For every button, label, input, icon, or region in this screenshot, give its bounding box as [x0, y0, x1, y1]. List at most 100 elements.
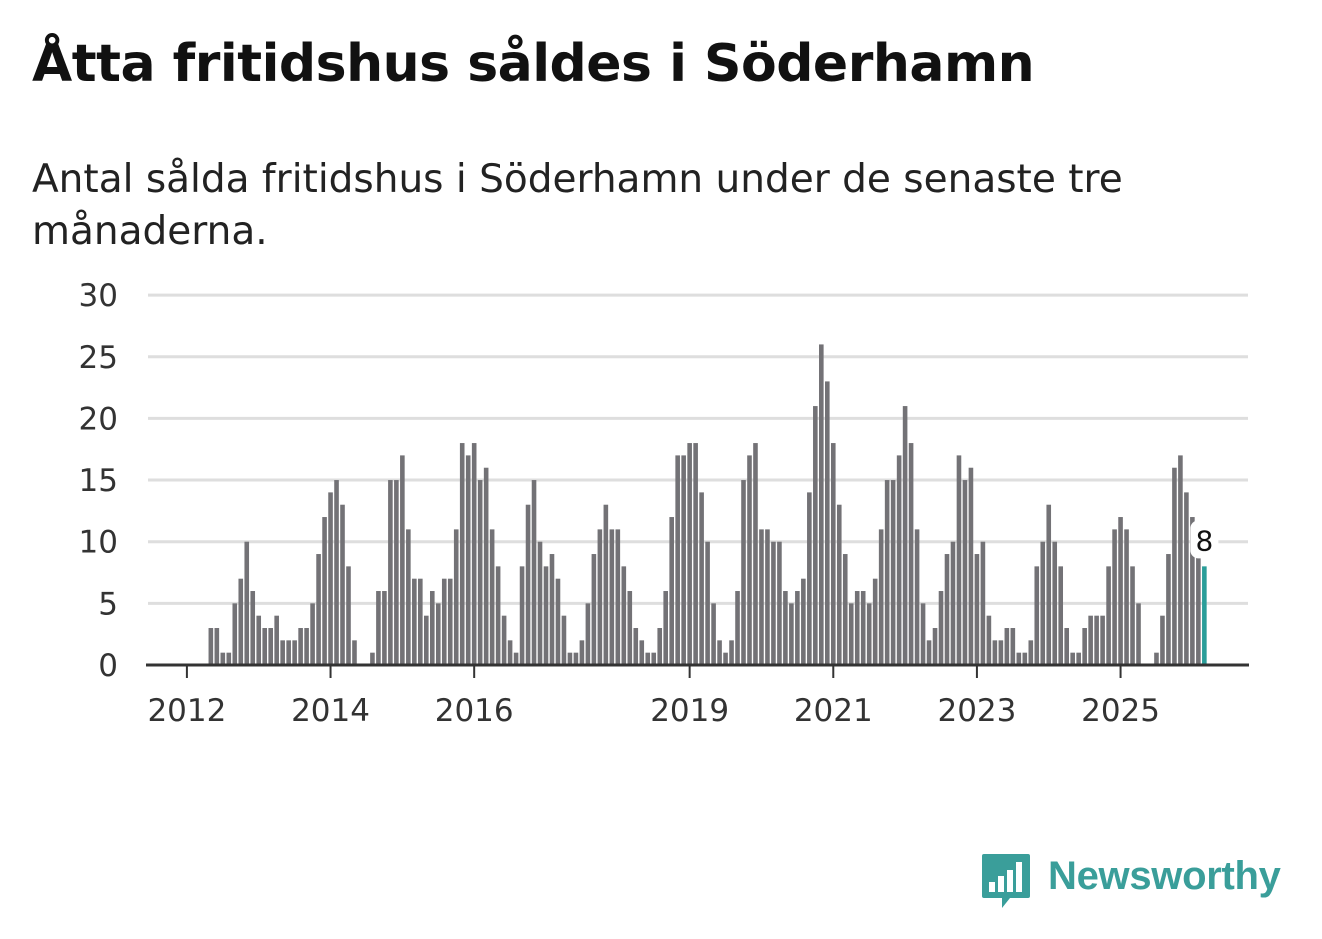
bar [262, 628, 268, 665]
bar [579, 640, 585, 665]
bar [621, 566, 627, 665]
bar [214, 628, 220, 665]
bar [1124, 529, 1129, 665]
bar [932, 628, 938, 665]
bar [537, 541, 543, 665]
bar [346, 566, 351, 665]
bar [334, 480, 339, 665]
bar [1010, 628, 1016, 665]
bar [866, 603, 872, 665]
bar [447, 578, 453, 665]
bar [890, 480, 896, 665]
bar [238, 578, 244, 665]
bar [854, 591, 860, 665]
bar [1094, 615, 1099, 665]
bar [962, 480, 968, 665]
x-tick-label: 2014 [291, 693, 370, 729]
bar [807, 492, 812, 665]
bar [998, 640, 1004, 665]
bar [974, 554, 980, 665]
bar [1076, 652, 1081, 665]
bar [729, 640, 734, 665]
bar [896, 455, 902, 665]
bar [268, 628, 273, 665]
bar [920, 603, 926, 665]
y-tick-label: 10 [79, 525, 118, 561]
bar [824, 381, 830, 665]
bar [956, 455, 962, 665]
bar [765, 529, 770, 665]
bar [651, 652, 657, 665]
bar [435, 603, 441, 665]
bar [1082, 628, 1087, 665]
bar [256, 615, 262, 665]
bar [860, 591, 866, 665]
bar [292, 640, 297, 665]
bar [489, 529, 495, 665]
bar [603, 504, 609, 665]
gridlines [148, 293, 1248, 605]
x-tick-label: 2025 [1081, 693, 1160, 729]
bar [1016, 652, 1022, 665]
bar [519, 566, 525, 665]
bar [980, 541, 986, 665]
bar [717, 640, 722, 665]
bar [352, 640, 357, 665]
bar [884, 480, 890, 665]
bars [208, 344, 1207, 665]
bar [459, 443, 465, 665]
bar [561, 615, 567, 665]
bar [795, 591, 800, 665]
bar [1088, 615, 1093, 665]
bar [567, 652, 573, 665]
bar [759, 529, 764, 665]
bar [1184, 492, 1189, 665]
bar [681, 455, 686, 665]
newsworthy-logo: Newsworthy [980, 850, 1300, 910]
bar-chart-speech-bubble-icon [982, 854, 1030, 908]
bar [208, 628, 214, 665]
bar [388, 480, 393, 665]
x-tick-label: 2021 [794, 693, 873, 729]
bar [1004, 628, 1010, 665]
bar [663, 591, 669, 665]
bar [950, 541, 956, 665]
bar [304, 628, 309, 665]
bar [1106, 566, 1111, 665]
bar [609, 529, 615, 665]
bar [429, 591, 435, 665]
bar [400, 455, 405, 665]
bar-latest [1202, 566, 1207, 665]
bar [986, 615, 992, 665]
bar [741, 480, 746, 665]
bar [573, 652, 579, 665]
bar [1118, 517, 1123, 665]
bar [1178, 455, 1183, 665]
bar [1154, 652, 1159, 665]
bar [531, 480, 537, 665]
bar [322, 517, 327, 665]
x-axis-ticks: 2012 2014 2016 2019 2021 2023 2025 [147, 665, 1160, 729]
bar [938, 591, 944, 665]
x-tick-label: 2012 [147, 693, 226, 729]
bar [543, 566, 549, 665]
bar [878, 529, 884, 665]
bar [340, 504, 345, 665]
data-label-bg [1190, 520, 1219, 559]
brand-name: Newsworthy [1048, 854, 1281, 898]
bar [328, 492, 333, 665]
y-tick-label: 0 [98, 648, 118, 684]
bar [992, 640, 998, 665]
bar [1022, 652, 1028, 665]
y-tick-label: 25 [79, 340, 118, 376]
bar [1052, 541, 1058, 665]
bar [747, 455, 752, 665]
bar [687, 443, 692, 665]
y-tick-label: 20 [79, 401, 118, 437]
bar [226, 652, 232, 665]
bar [771, 541, 776, 665]
bar [1130, 566, 1135, 665]
bar [813, 406, 818, 665]
data-labels: 8 [1190, 520, 1219, 559]
